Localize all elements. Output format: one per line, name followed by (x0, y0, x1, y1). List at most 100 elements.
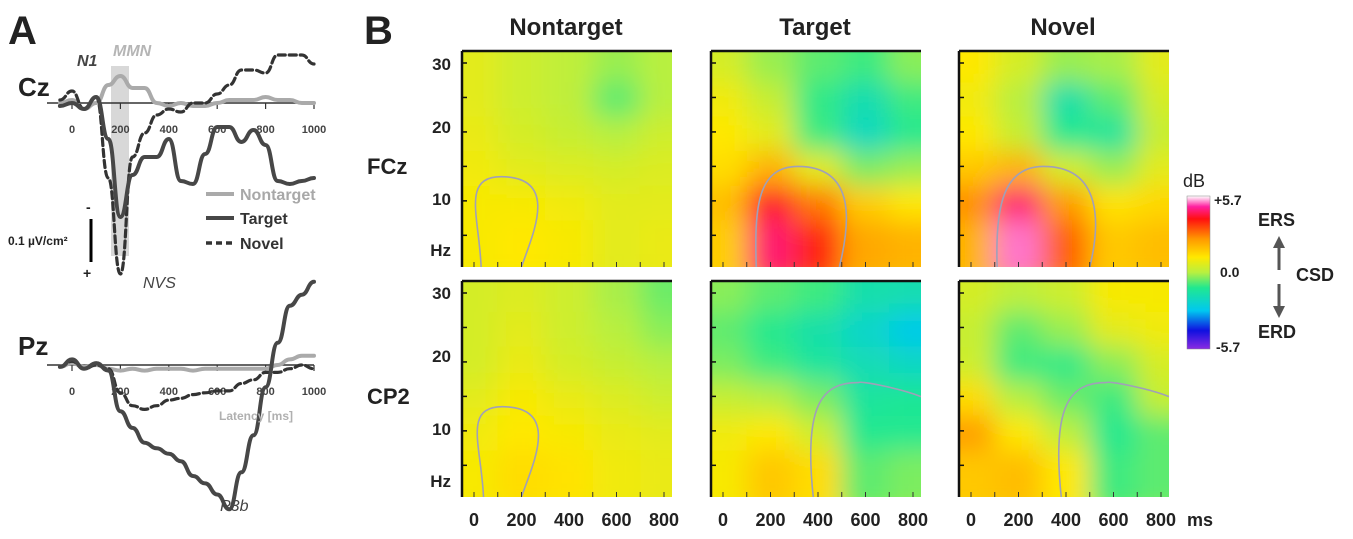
heatmap-cell (640, 181, 672, 221)
heatmap-fcz-nontarget (462, 51, 672, 267)
colorbar-unit: dB (1183, 171, 1205, 191)
heatmap-cell (889, 78, 921, 117)
heatmap-cell (1137, 377, 1169, 416)
heatmap-cell (592, 147, 641, 186)
heatmap-cell (711, 377, 747, 416)
x-tick-label: 400 (1051, 510, 1081, 530)
pz-electrode-label: Pz (18, 331, 48, 361)
heatmap-cell (841, 411, 890, 451)
cp2-y-tick-hz: Hz (430, 472, 451, 491)
heatmap-cell (497, 78, 546, 117)
heatmap-cell (640, 78, 672, 117)
heatmap-cell (462, 112, 498, 152)
cz-trace-novel (58, 53, 316, 276)
heatmap-cell (889, 216, 921, 267)
x-tick-label: 0 (469, 510, 479, 530)
heatmap-cell (889, 147, 921, 186)
legend: Nontarget Target Novel (206, 187, 316, 253)
heatmap-cell (545, 216, 593, 267)
fcz-y-tick-hz: Hz (430, 241, 451, 260)
heatmap-cell (1137, 411, 1169, 451)
fcz-y-tick-20: 20 (432, 118, 451, 137)
heatmap-cell (841, 147, 890, 186)
colorbar-gradient (1186, 195, 1211, 350)
heatmap-cell (640, 446, 672, 497)
heatmap-cell (497, 446, 546, 497)
x-tick-label: 200 (1003, 510, 1033, 530)
heatmap-cell (711, 181, 747, 221)
heatmap-cell (959, 181, 995, 221)
heatmap-cell (959, 78, 995, 117)
heatmap-cell (592, 112, 641, 152)
heatmap-cell (1137, 216, 1169, 267)
heatmap-cell (889, 308, 921, 347)
heatmap-cell (640, 281, 672, 313)
heatmap-cell (640, 51, 672, 83)
heatmap-cell (1042, 342, 1090, 382)
heatmap-cell (841, 78, 890, 117)
heatmap-cell (1042, 281, 1090, 313)
pz-xlabel: Latency [ms] (219, 409, 293, 423)
heatmap-cell (746, 51, 795, 83)
heatmap-cell (994, 446, 1043, 497)
heatmap-cell (1089, 78, 1138, 117)
erd-label: ERD (1258, 322, 1296, 342)
heatmap-cell (889, 377, 921, 416)
heatmap-cell (746, 181, 795, 221)
column-title-nontarget: Nontarget (509, 14, 622, 41)
x-tick-label: 800 (898, 510, 928, 530)
p3b-annotation: P3b (220, 498, 249, 515)
colorbar-min: -5.7 (1216, 339, 1240, 355)
heatmap-cell (462, 308, 498, 347)
heatmap-cell (959, 112, 995, 152)
scale-bar-plus: + (83, 265, 91, 281)
heatmap-cell (711, 51, 747, 83)
x-tick-label: 0 (69, 386, 75, 398)
heatmap-cell (711, 411, 747, 451)
heatmap-cell (592, 51, 641, 83)
heatmap-cell (994, 342, 1043, 382)
heatmap-cell (1042, 411, 1090, 451)
heatmap-cell (1089, 342, 1138, 382)
heatmap-cell (1137, 51, 1169, 83)
heatmap-cell (640, 411, 672, 451)
heatmap-cell (889, 281, 921, 313)
heatmap-cell (640, 112, 672, 152)
heatmap-cell (545, 308, 593, 347)
heatmap-cell (1137, 112, 1169, 152)
heatmap-cell (746, 216, 795, 267)
cp2-y-tick-10: 10 (432, 420, 451, 439)
heatmap-cell (959, 342, 995, 382)
heatmap-cp2-target (711, 281, 921, 497)
heatmap-cell (1089, 181, 1138, 221)
heatmap-cell (994, 51, 1043, 83)
heatmap-cell (746, 308, 795, 347)
heatmap-cell (711, 147, 747, 186)
heatmap-cell (462, 147, 498, 186)
fcz-y-tick-30: 30 (432, 55, 451, 74)
heatmap-cell (746, 446, 795, 497)
heatmap-cell (640, 377, 672, 416)
heatmap-cell (1089, 112, 1138, 152)
heatmap-cell (592, 181, 641, 221)
heatmap-cell (1137, 147, 1169, 186)
heatmap-cell (959, 308, 995, 347)
cp2-y-tick-20: 20 (432, 347, 451, 366)
heatmap-cell (1089, 411, 1138, 451)
heatmap-cell (545, 51, 593, 83)
x-tick-label: 0 (718, 510, 728, 530)
heatmap-cell (1042, 112, 1090, 152)
row-label-cp2: CP2 (367, 384, 410, 409)
heatmap-cell (841, 281, 890, 313)
x-unit-label: ms (1187, 510, 1213, 530)
heatmap-cell (462, 281, 498, 313)
x-tick-label: 800 (649, 510, 679, 530)
heatmap-cell (1042, 377, 1090, 416)
colorbar: dB +5.7 0.0 -5.7 ERS ERD CSD (1183, 171, 1334, 355)
x-tick-label: 600 (1098, 510, 1128, 530)
up-arrow-icon (1273, 236, 1285, 270)
heatmap-cell (794, 446, 842, 497)
x-tick-label: 400 (803, 510, 833, 530)
scale-bar: - + 0.1 µV/cm² (8, 199, 93, 281)
heatmap-cell (462, 51, 498, 83)
